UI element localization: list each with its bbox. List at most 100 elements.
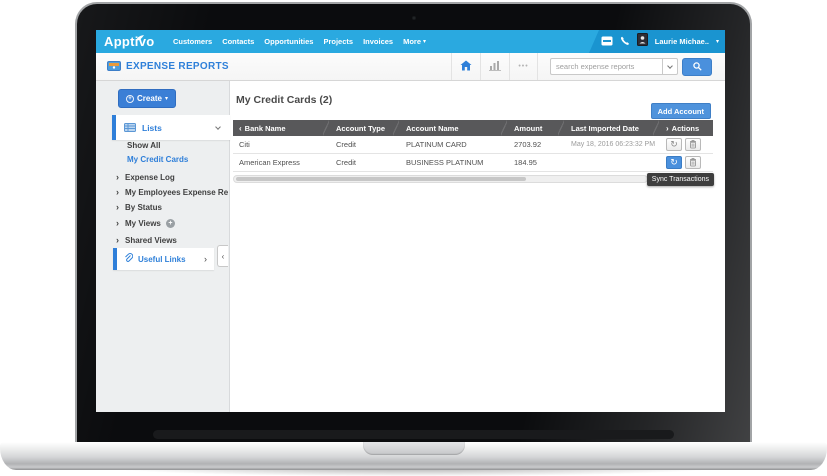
column-header-actions[interactable]: › Actions xyxy=(660,120,713,136)
caret-down-icon: ▾ xyxy=(423,39,427,45)
chevron-down-icon xyxy=(667,62,673,69)
cell-actions: ↻ xyxy=(660,156,713,169)
main-menu: Customers Contacts Opportunities Project… xyxy=(173,30,426,53)
cell-account-type: Credit xyxy=(336,140,357,149)
home-icon xyxy=(460,58,472,76)
search-input[interactable] xyxy=(550,58,662,75)
sidebar-item-my-credit-cards[interactable]: My Credit Cards xyxy=(96,152,229,166)
inbox-icon[interactable] xyxy=(601,33,613,51)
scroll-left-icon[interactable]: ‹ xyxy=(239,123,242,133)
trash-icon xyxy=(689,157,697,169)
delete-account-button[interactable] xyxy=(685,156,701,169)
page-title: EXPENSE REPORTS xyxy=(126,61,229,72)
sidebar-item-my-employees-expense-reports[interactable]: › My Employees Expense Re xyxy=(96,185,229,199)
column-label: Account Type xyxy=(336,123,386,133)
chevron-right-icon: › xyxy=(116,218,119,228)
reports-button[interactable] xyxy=(480,53,509,80)
apptivo-logo[interactable]: Apptivo xyxy=(104,34,154,49)
credit-cards-table: ‹ Bank Name Account Type Account Name Am… xyxy=(233,120,713,172)
column-header-last-imported-date[interactable]: Last Imported Date xyxy=(565,120,660,136)
sync-transactions-tooltip: Sync Transactions xyxy=(646,173,714,186)
menu-item-invoices[interactable]: Invoices xyxy=(363,37,394,46)
sidebar-section-lists[interactable]: Lists xyxy=(112,115,230,140)
sync-transactions-button[interactable]: ↻ xyxy=(666,156,682,169)
app-header-tools: ••• xyxy=(451,53,712,80)
item-label: Show All xyxy=(127,140,161,150)
sidebar-section-useful-links[interactable]: Useful Links › xyxy=(113,248,214,270)
sidebar-item-shared-views[interactable]: › Shared Views xyxy=(96,233,229,247)
column-label: Amount xyxy=(514,123,543,133)
refresh-icon: ↻ xyxy=(670,157,678,167)
user-avatar[interactable] xyxy=(636,32,648,51)
phone-icon[interactable] xyxy=(620,33,630,51)
sync-transactions-button[interactable]: ↻ xyxy=(666,138,682,151)
caret-down-icon: ▾ xyxy=(164,96,168,102)
table-row[interactable]: Citi Credit PLATINUM CARD 2703.92 May 18… xyxy=(233,136,713,154)
sidebar-collapse-handle[interactable]: ‹ xyxy=(217,245,228,267)
home-button[interactable] xyxy=(451,53,480,80)
menu-item-more[interactable]: More ▾ xyxy=(403,37,426,46)
topnav-right-section: Laurie Michae.. ▾ xyxy=(589,30,725,53)
cell-actions: ↻ xyxy=(660,138,713,151)
paperclip-icon xyxy=(124,250,134,268)
lists-label: Lists xyxy=(142,122,162,133)
cell-account-type: Credit xyxy=(336,158,357,167)
screen: Apptivo Customers Contacts Opportunities… xyxy=(96,30,725,412)
cell-bank-name: Citi xyxy=(239,140,250,149)
menu-item-projects[interactable]: Projects xyxy=(323,37,354,46)
top-navbar: Apptivo Customers Contacts Opportunities… xyxy=(96,30,725,53)
search-button[interactable] xyxy=(682,57,712,76)
sidebar-item-my-views[interactable]: › My Views + xyxy=(96,216,229,230)
ellipsis-icon: ••• xyxy=(518,63,529,70)
create-button[interactable]: + Create ▾ xyxy=(118,89,176,108)
cell-amount: 2703.92 xyxy=(514,140,542,149)
main-content: My Credit Cards (2) Add Account ‹ Bank N… xyxy=(231,81,725,412)
more-label: More xyxy=(403,37,421,46)
search-scope-dropdown[interactable] xyxy=(662,58,678,75)
app-title-group: EXPENSE REPORTS xyxy=(107,53,229,80)
column-header-bank-name[interactable]: ‹ Bank Name xyxy=(233,120,330,136)
chevron-left-icon: ‹ xyxy=(221,251,225,261)
menu-item-customers[interactable]: Customers xyxy=(173,37,213,46)
apptivo-logo-text: Apptivo xyxy=(104,34,155,49)
refresh-icon: ↻ xyxy=(670,139,678,149)
more-tools-button[interactable]: ••• xyxy=(509,53,538,80)
chevron-down-icon xyxy=(215,123,221,130)
expense-reports-app-icon xyxy=(107,58,121,76)
sidebar-item-by-status[interactable]: › By Status xyxy=(96,200,229,214)
add-account-button[interactable]: Add Account xyxy=(650,103,711,119)
plus-circle-icon: + xyxy=(126,94,135,103)
laptop-hinge xyxy=(153,430,674,439)
delete-account-button[interactable] xyxy=(685,138,701,151)
useful-links-label: Useful Links xyxy=(138,254,186,264)
horizontal-scrollbar[interactable] xyxy=(233,175,648,183)
cell-account-name: PLATINUM CARD xyxy=(406,140,467,149)
sidebar-item-show-all[interactable]: Show All xyxy=(96,138,229,152)
column-header-account-type[interactable]: Account Type xyxy=(330,120,400,136)
table-row[interactable]: American Express Credit BUSINESS PLATINU… xyxy=(233,154,713,172)
menu-item-contacts[interactable]: Contacts xyxy=(222,37,255,46)
sidebar-item-expense-log[interactable]: › Expense Log xyxy=(96,170,229,184)
column-header-amount[interactable]: Amount xyxy=(508,120,565,136)
scroll-right-icon[interactable]: › xyxy=(666,123,669,133)
item-label: My Views xyxy=(125,218,161,228)
table-grid-icon xyxy=(124,119,136,137)
column-label: Account Name xyxy=(406,123,459,133)
user-caret-icon[interactable]: ▾ xyxy=(715,39,719,45)
chevron-right-icon: › xyxy=(116,172,119,182)
chevron-right-icon: › xyxy=(116,202,119,212)
column-label: Bank Name xyxy=(244,123,286,133)
cell-last-imported-date: May 18, 2016 06:23:32 PM xyxy=(571,141,656,148)
cell-account-name: BUSINESS PLATINUM xyxy=(406,158,484,167)
chevron-right-icon: › xyxy=(116,187,119,197)
column-header-account-name[interactable]: Account Name xyxy=(400,120,508,136)
cell-bank-name: American Express xyxy=(239,158,300,167)
user-menu[interactable]: Laurie Michae.. xyxy=(654,37,709,46)
chevron-right-icon: › xyxy=(204,254,207,264)
item-label: Shared Views xyxy=(125,235,177,245)
add-view-icon[interactable]: + xyxy=(165,218,175,228)
laptop-base-notch xyxy=(363,442,465,455)
menu-item-opportunities[interactable]: Opportunities xyxy=(264,37,314,46)
item-label: My Employees Expense Re xyxy=(125,187,229,197)
scrollbar-thumb[interactable] xyxy=(236,177,526,181)
